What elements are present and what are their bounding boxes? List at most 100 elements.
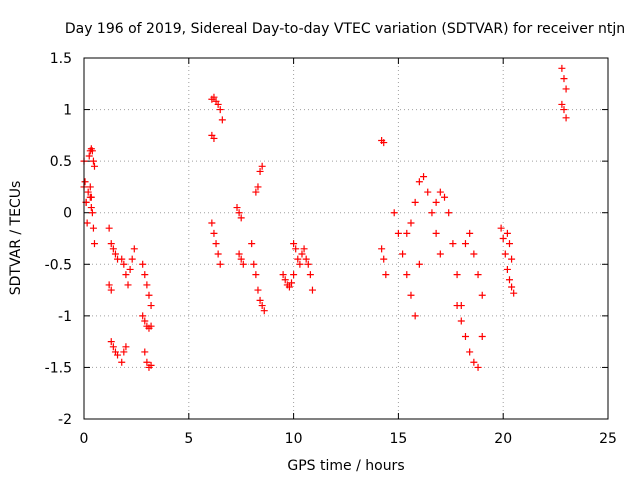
data-series-segment [558,100,570,122]
data-point [558,100,566,108]
data-series-segment [290,240,316,294]
data-point [141,271,149,279]
data-series-segment [403,173,444,258]
data-point [415,178,423,186]
data-point [218,116,226,124]
data-series-segment [208,131,218,142]
data-point [254,183,262,191]
data-series-segment [378,245,390,279]
x-tick-label: 5 [184,431,193,447]
data-point [145,291,153,299]
data-point [394,229,402,237]
x-tick-label: 10 [285,431,303,447]
data-point [107,240,115,248]
data-point [87,193,95,201]
data-point [212,240,220,248]
data-point [233,204,241,212]
data-point [304,260,312,268]
data-point [497,224,505,232]
data-point [252,188,260,196]
data-point [88,209,96,217]
data-point [510,289,518,297]
data-point [128,255,136,263]
data-point [124,281,132,289]
data-point [403,229,411,237]
data-point [143,281,151,289]
data-point [216,260,224,268]
data-point [109,245,117,253]
x-tick-label: 20 [494,431,512,447]
data-point [86,183,94,191]
data-point [378,245,386,253]
data-series-segment [139,312,155,332]
data-point [415,260,423,268]
data-point [250,260,258,268]
data-point [505,240,513,248]
data-point [237,214,245,222]
data-point [466,229,474,237]
data-point [252,271,260,279]
y-grid [84,109,608,368]
data-point [279,271,287,279]
plot-frame [83,57,609,420]
data-point [122,343,130,351]
data-series-segment [86,183,98,248]
y-tick-label: 1.5 [50,51,72,67]
data-point [83,219,91,227]
data-point [428,209,436,217]
data-point [118,255,126,263]
data-point [298,250,306,258]
data-series-segment [208,93,226,124]
y-tick-label: -2 [58,412,72,428]
data-point [122,271,130,279]
x-axis-ticks: 0 5 10 15 20 25 [80,58,617,447]
data-point [503,229,511,237]
data-point [208,219,216,227]
data-point [403,271,411,279]
data-point [407,291,415,299]
data-point [85,152,93,160]
data-series-segment [461,229,486,299]
data-series-segment [141,348,155,371]
data-point [562,114,570,122]
data-point [214,250,222,258]
y-axis-label: SDTVAR / TECUs [8,181,24,296]
data-point [281,276,289,284]
data-point [424,188,432,196]
data-point [256,296,264,304]
data-point [105,281,113,289]
x-tick-label: 0 [80,431,89,447]
chart-title: Day 196 of 2019, Sidereal Day-to-day VTE… [65,21,625,37]
data-point [296,260,304,268]
y-tick-label: -1 [58,309,72,325]
data-point [114,351,122,359]
data-point [470,358,478,366]
data-series-segment [503,229,516,263]
data-point [382,271,390,279]
data-point [474,271,482,279]
data-point [235,209,243,217]
data-point [105,224,113,232]
data-point [147,302,155,310]
data-point [411,312,419,320]
data-point [210,93,218,101]
x-grid [188,58,504,419]
data-point [300,245,308,253]
data-point [90,240,98,248]
data-point [290,271,298,279]
data-point [560,75,568,83]
data-series-segment [233,204,245,222]
data-point [453,271,461,279]
data-series-segment [558,64,570,93]
data-series-segment [118,245,138,289]
data-point [248,240,256,248]
data-point [107,338,115,346]
data-series-segment [139,260,155,310]
x-axis-label: GPS time / hours [287,458,404,474]
data-point [505,276,513,284]
data-point [118,358,126,366]
data-point [560,106,568,114]
data-point [294,255,302,263]
data-point [235,250,243,258]
